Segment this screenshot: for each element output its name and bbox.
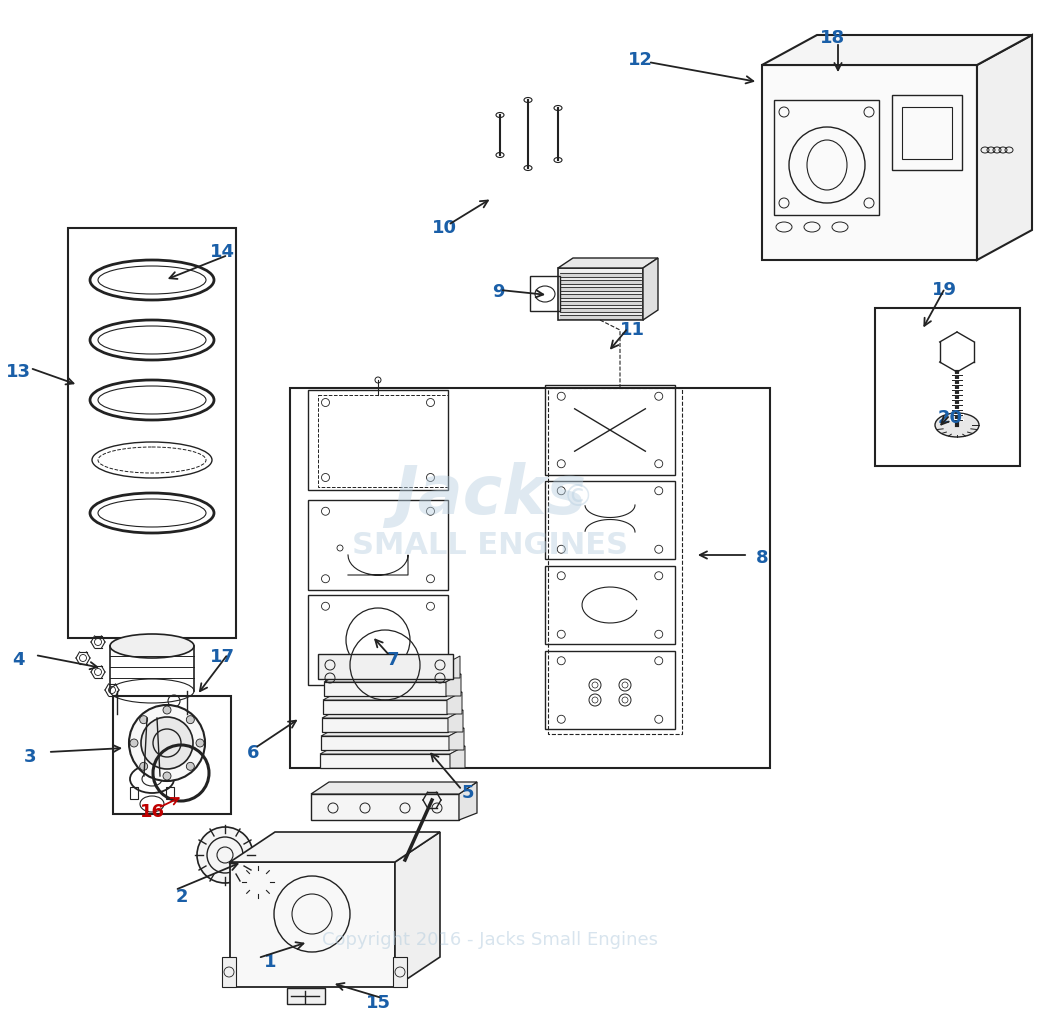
Bar [325,664,445,678]
Bar [130,787,138,799]
Circle shape [130,739,138,746]
Text: 4: 4 [11,651,24,669]
Text: 12: 12 [628,51,653,69]
Bar [320,754,450,768]
Bar [69,228,236,638]
Text: 5: 5 [462,784,474,802]
Bar [290,388,770,768]
Polygon shape [449,728,464,750]
Polygon shape [558,258,658,268]
Text: 11: 11 [620,321,645,339]
Circle shape [242,866,274,898]
Bar [318,395,448,487]
Text: 15: 15 [365,994,390,1012]
Circle shape [140,716,147,724]
Bar [230,862,395,987]
Bar [286,988,325,1004]
Bar [324,682,446,696]
Circle shape [196,739,204,746]
Circle shape [141,717,193,769]
Bar [166,787,174,799]
Bar [323,700,447,714]
Polygon shape [321,728,464,736]
Bar [393,957,407,987]
Text: 18: 18 [819,29,845,47]
Polygon shape [323,692,462,700]
Circle shape [129,705,204,781]
Polygon shape [324,674,461,682]
Text: SMALL ENGINES: SMALL ENGINES [352,530,628,559]
Text: 9: 9 [492,283,504,301]
Text: 6: 6 [247,744,260,762]
Polygon shape [762,35,1032,65]
Text: 1: 1 [264,953,276,971]
Bar [548,388,682,734]
Bar [322,718,448,732]
Circle shape [163,706,171,714]
Text: Copyright 2016 - Jacks Small Engines: Copyright 2016 - Jacks Small Engines [322,931,658,949]
Polygon shape [320,746,465,754]
Text: 10: 10 [432,219,457,237]
Bar [321,736,449,750]
Bar [774,100,879,215]
Text: 20: 20 [937,409,962,427]
Polygon shape [311,782,477,794]
Polygon shape [977,35,1032,260]
Polygon shape [446,674,461,696]
Text: Jacks: Jacks [393,462,586,528]
Circle shape [187,762,194,770]
Bar [902,106,952,159]
Polygon shape [230,831,440,862]
Ellipse shape [110,634,194,658]
Bar [530,276,559,311]
Text: 16: 16 [139,803,164,821]
Bar [762,65,977,260]
Bar [558,268,643,319]
Polygon shape [395,831,440,987]
Polygon shape [450,746,465,768]
Circle shape [187,716,194,724]
Circle shape [197,827,253,883]
Text: 8: 8 [756,549,768,567]
Text: 7: 7 [387,651,400,669]
Bar [875,308,1020,466]
Bar [113,696,231,814]
Circle shape [163,772,171,780]
Text: 17: 17 [210,648,235,666]
Polygon shape [447,692,462,714]
Polygon shape [322,710,463,718]
Bar [311,794,459,820]
Polygon shape [448,710,463,732]
Ellipse shape [935,413,979,437]
Bar [892,95,962,170]
Text: 3: 3 [24,748,36,766]
Circle shape [140,762,147,770]
Text: 19: 19 [931,281,956,299]
Polygon shape [445,656,460,678]
Bar [318,654,453,679]
Text: ©: © [563,483,594,512]
Text: 13: 13 [5,362,30,381]
Text: 2: 2 [175,888,188,906]
Polygon shape [459,782,477,820]
Bar [222,957,236,987]
Text: 14: 14 [210,243,235,261]
Polygon shape [643,258,658,319]
